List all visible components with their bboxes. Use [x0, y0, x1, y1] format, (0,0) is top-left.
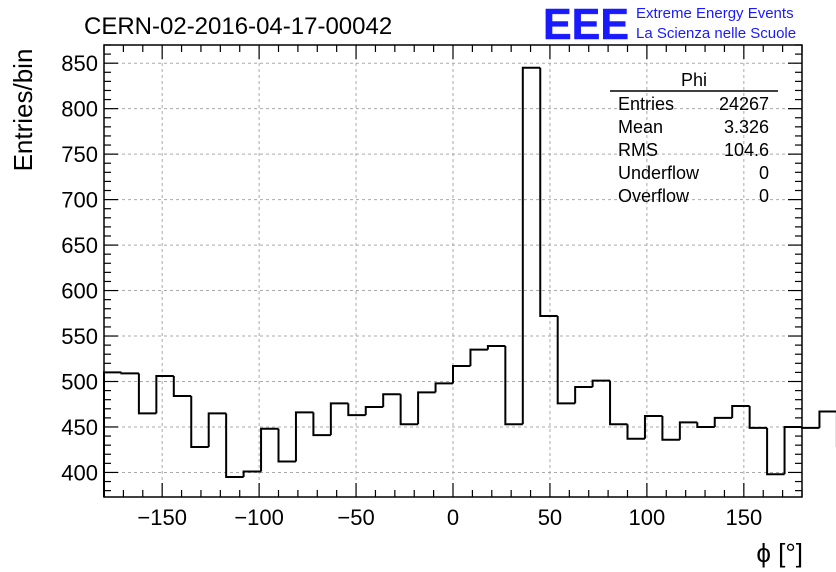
- histogram-bin: [364, 405, 384, 416]
- histogram-bin: [521, 66, 541, 425]
- histogram-bin: [486, 345, 506, 350]
- logo-line-1: Extreme Energy Events: [636, 5, 794, 22]
- stats-row-label: Entries: [618, 94, 674, 114]
- histogram-bin: [574, 385, 593, 404]
- histogram-bin: [260, 427, 279, 472]
- stats-row-value: 104.6: [724, 140, 769, 160]
- x-tick-label: −150: [137, 505, 187, 530]
- y-tick-label: 850: [61, 51, 98, 76]
- y-tick-label: 750: [61, 142, 98, 167]
- y-axis-label: Entries/bin: [8, 49, 38, 172]
- histogram-bin: [277, 428, 296, 463]
- histogram-bin: [539, 67, 558, 318]
- y-tick-label: 400: [61, 460, 98, 485]
- stats-row-value: 3.326: [724, 117, 769, 137]
- histogram-bin: [207, 412, 227, 447]
- histogram-bin: [801, 426, 820, 429]
- histogram-bin: [591, 379, 611, 387]
- histogram-bin: [294, 411, 314, 462]
- y-tick-label: 550: [61, 324, 98, 349]
- histogram-bin: [748, 406, 768, 429]
- x-tick-label: 50: [538, 505, 562, 530]
- stats-title: Phi: [681, 70, 707, 90]
- y-tick-labels: 400 450 500 550 600 650 700 750 800 850: [61, 51, 98, 485]
- histogram-bin: [242, 470, 262, 477]
- histogram-steps: [103, 66, 836, 497]
- stats-row-label: Overflow: [618, 186, 690, 206]
- histogram-bin: [155, 375, 174, 414]
- histogram-bin: [120, 372, 139, 375]
- axis-ticks: [103, 44, 803, 497]
- x-tick-labels: −150 −100 −50 0 50 100 150: [137, 505, 762, 530]
- histogram-bin: [556, 316, 576, 405]
- x-tick-label: 100: [629, 505, 666, 530]
- histogram-bin: [469, 348, 488, 367]
- y-tick-label: 450: [61, 415, 98, 440]
- y-tick-label: 500: [61, 369, 98, 394]
- histogram-bin: [661, 416, 680, 441]
- x-tick-label: −50: [337, 505, 374, 530]
- histogram-bin: [626, 424, 645, 440]
- y-tick-label: 600: [61, 279, 98, 304]
- histogram-bin: [731, 405, 750, 418]
- stats-row-label: Mean: [618, 117, 663, 137]
- stats-row-label: Underflow: [618, 163, 700, 183]
- histogram-bin: [766, 427, 785, 476]
- histogram-bin: [818, 410, 836, 428]
- histogram-bin: [312, 412, 331, 437]
- x-tick-label: −100: [234, 505, 284, 530]
- y-tick-label: 800: [61, 97, 98, 122]
- histogram-bin: [329, 402, 349, 436]
- logo-line-2: La Scienza nelle Scuole: [636, 25, 796, 42]
- histogram-bin: [434, 382, 453, 393]
- stats-box: Phi Entries 24267 Mean 3.326 RMS 104.6 Underfl…: [610, 70, 778, 206]
- eee-logo: EEE: [543, 0, 629, 49]
- grid-lines: [104, 45, 802, 497]
- histogram-bin: [783, 425, 802, 475]
- y-tick-label: 700: [61, 188, 98, 213]
- histogram-bin: [609, 380, 628, 426]
- histogram-bin: [399, 394, 419, 426]
- histogram-bin: [696, 422, 715, 428]
- histogram-bin: [713, 416, 733, 427]
- histogram-bin: [643, 415, 663, 439]
- histogram-bin: [417, 391, 436, 425]
- histogram-bin: [225, 413, 244, 478]
- x-axis-label: ϕ [°]: [756, 538, 803, 568]
- histogram-bin: [190, 396, 209, 448]
- stats-row-value: 0: [759, 186, 769, 206]
- histogram-bin: [172, 376, 192, 398]
- stats-row-value: 0: [759, 163, 769, 183]
- histogram-bin: [347, 403, 366, 417]
- histogram-bin: [452, 365, 471, 384]
- histogram-bin: [504, 346, 523, 426]
- x-tick-label: 150: [725, 505, 762, 530]
- y-tick-label: 650: [61, 233, 98, 258]
- x-tick-label: 0: [447, 505, 459, 530]
- stats-row-label: RMS: [618, 140, 658, 160]
- chart-title: CERN-02-2016-04-17-00042: [84, 13, 392, 40]
- histogram-bin: [137, 373, 157, 415]
- histogram-bin: [678, 421, 698, 440]
- histogram-bin: [382, 393, 401, 407]
- stats-row-value: 24267: [719, 94, 769, 114]
